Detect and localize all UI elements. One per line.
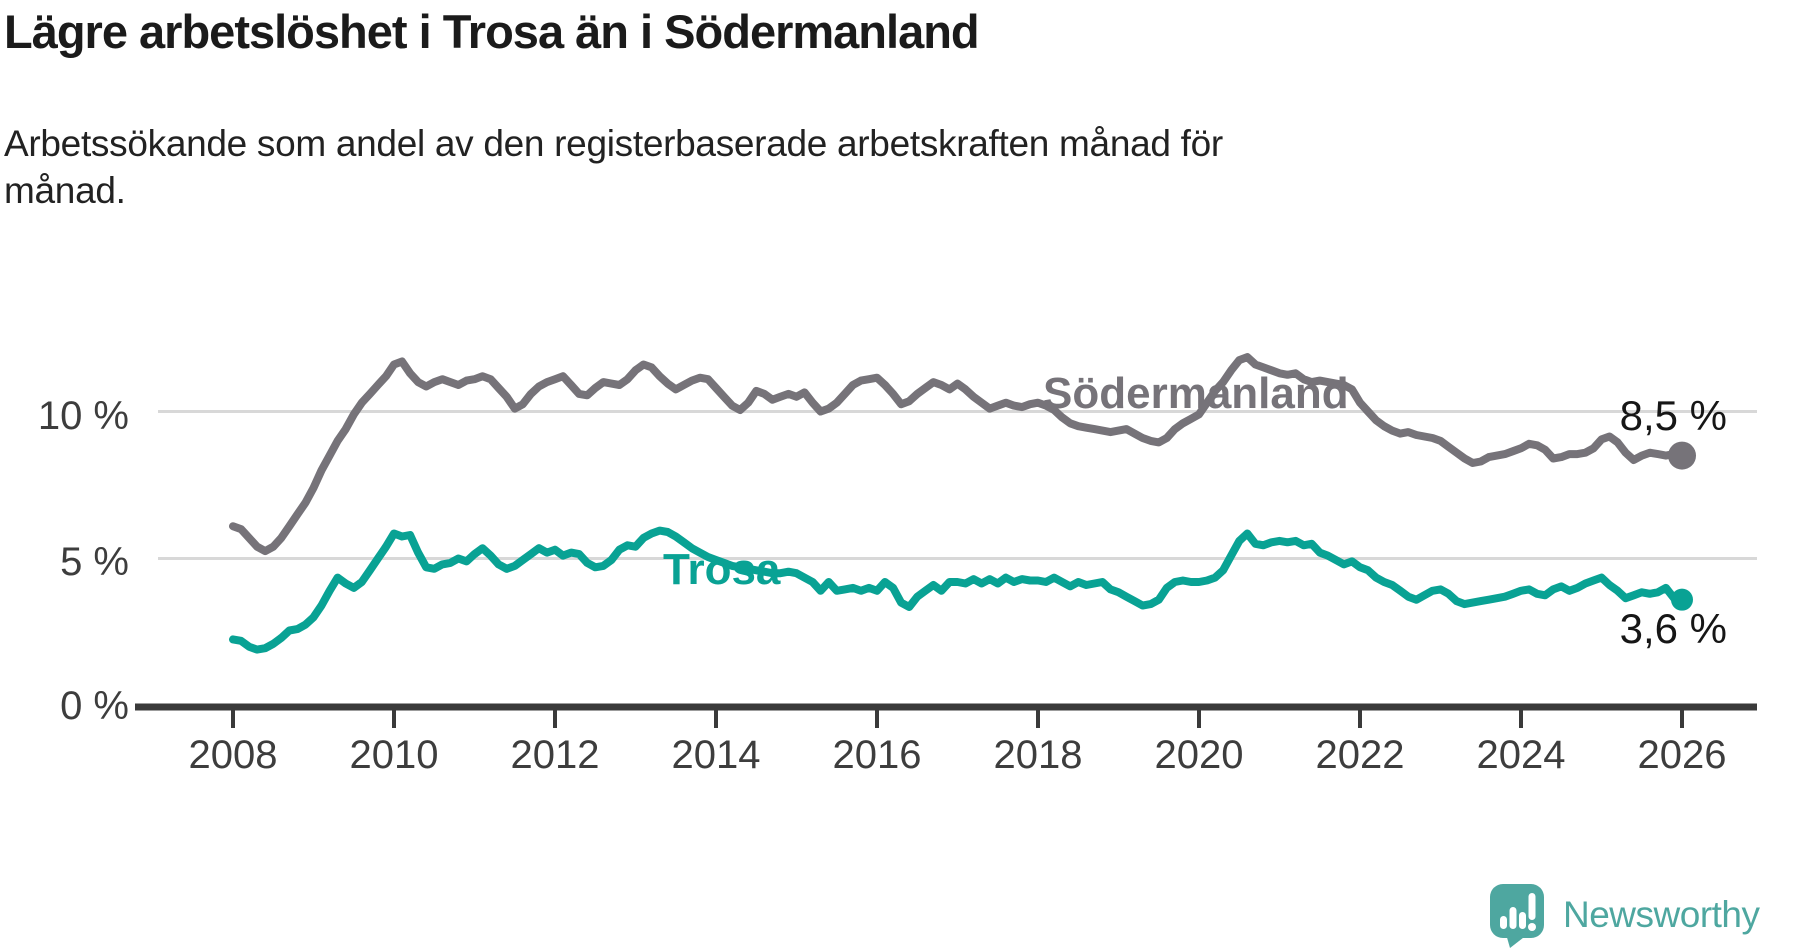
brand-name: Newsworthy (1563, 894, 1760, 935)
x-tick-label-2018: 2018 (994, 733, 1083, 777)
series-line-trosa (229, 526, 1686, 654)
series-label-trosa: Trosa (663, 545, 781, 594)
x-tick-label-2014: 2014 (672, 733, 761, 777)
chart-subtitle: Arbetssökande som andel av den registerb… (4, 120, 1484, 214)
x-tick-label-2016: 2016 (833, 733, 922, 777)
chart-subtitle-line2: månad. (4, 170, 126, 211)
page-title: Lägre arbetslöshet i Trosa än i Söderman… (4, 5, 980, 58)
y-tick-label-5: 5 % (60, 540, 129, 584)
end-value-label-sodermanland: 8,5 % (1620, 392, 1727, 439)
newsworthy-logo-icon (1490, 884, 1544, 948)
series-end-dot-södermanland (1668, 441, 1696, 470)
newsworthy-brand-link[interactable]: Newsworthy (1488, 882, 1760, 948)
end-value-label-trosa: 3,6 % (1620, 605, 1727, 652)
series-end-dot-trosa (1671, 588, 1693, 611)
chart-subtitle-line1: Arbetssökande som andel av den registerb… (4, 123, 1223, 164)
y-tick-label-0: 0 % (60, 684, 129, 728)
series-label-sodermanland: Södermanland (1043, 369, 1349, 418)
x-tick-label-2008: 2008 (189, 733, 278, 777)
x-tick-label-2012: 2012 (511, 733, 600, 777)
x-tick-label-2020: 2020 (1155, 733, 1244, 777)
x-tick-label-2024: 2024 (1477, 733, 1566, 777)
chart-text-layer: 0 % 5 % 10 % 2008 2010 2012 2014 2016 20… (38, 369, 1727, 777)
series-lines (229, 353, 1696, 654)
x-tick-label-2010: 2010 (350, 733, 439, 777)
x-tick-label-2022: 2022 (1316, 733, 1405, 777)
x-axis (135, 703, 1757, 728)
series-line-södermanland (229, 353, 1686, 556)
y-tick-label-10: 10 % (38, 394, 129, 438)
x-tick-label-2026: 2026 (1638, 733, 1727, 777)
x-axis-ticks (231, 707, 1684, 728)
